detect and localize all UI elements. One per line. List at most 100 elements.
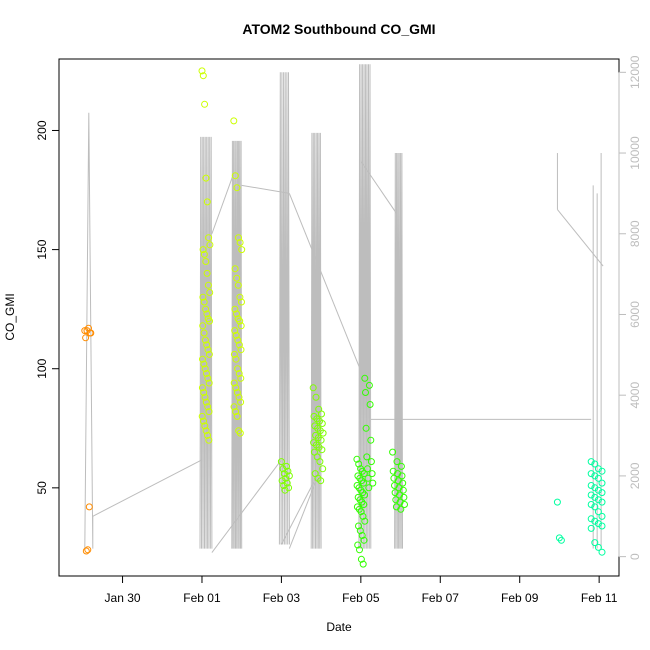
data-point [205, 408, 213, 416]
data-point [598, 467, 606, 475]
altitude-profile-4 [310, 132, 322, 549]
data-point [203, 310, 211, 318]
data-point [202, 258, 210, 265]
data-point [318, 410, 325, 418]
data-point [232, 355, 240, 363]
data-point [591, 460, 599, 468]
data-point [200, 298, 208, 306]
data-point [317, 436, 325, 444]
data-point [369, 479, 377, 487]
data-point [238, 246, 246, 254]
data-point [594, 474, 602, 482]
data-point [357, 508, 365, 516]
x-tick-label: Feb 09 [501, 591, 539, 605]
data-point [201, 422, 209, 430]
data-point [366, 401, 374, 408]
x-tick-label: Jan 30 [105, 591, 141, 605]
data-point [400, 493, 408, 501]
altitude-profile-5 [358, 64, 372, 549]
y-right-tick-label: 10000 [628, 136, 642, 170]
data-point [233, 310, 240, 318]
data-point [285, 472, 293, 480]
data-point [230, 403, 238, 411]
data-point [232, 384, 240, 392]
x-tick-label: Feb 07 [422, 591, 460, 605]
data-point [230, 379, 238, 387]
data-point [236, 317, 244, 325]
altitude-profile-2 [231, 140, 243, 549]
data-point [206, 241, 214, 249]
data-point [364, 474, 372, 482]
data-point [319, 429, 327, 437]
data-point [360, 479, 367, 487]
data-point [85, 503, 93, 511]
data-point [235, 234, 242, 242]
chart-title: ATOM2 Southbound CO_GMI [242, 21, 435, 37]
y-right-tick-label: 4000 [628, 382, 642, 409]
data-point [230, 117, 238, 125]
data-point [200, 250, 208, 258]
data-point [587, 491, 595, 499]
data-point [356, 546, 363, 554]
x-tick-label: Feb 03 [263, 591, 301, 605]
data-point [598, 489, 606, 497]
data-point [203, 370, 210, 377]
data-point [553, 498, 561, 506]
y-axis-label: CO_GMI [3, 293, 17, 340]
y-right-tick-label: 12000 [628, 55, 642, 89]
data-point [283, 479, 291, 487]
data-point [284, 467, 292, 475]
data-point [353, 455, 361, 463]
y-right-tick-label: 6000 [628, 301, 642, 328]
data-point [594, 520, 602, 528]
data-point [201, 100, 209, 108]
altitude-series [84, 64, 604, 553]
data-point [317, 477, 325, 485]
data-point [587, 482, 595, 489]
x-tick-label: Feb 01 [183, 591, 221, 605]
data-point [203, 198, 211, 206]
data-point [355, 460, 363, 468]
data-point [232, 408, 240, 416]
data-point [231, 265, 239, 273]
data-point [236, 429, 244, 437]
data-point [594, 465, 602, 473]
data-point [198, 67, 206, 75]
y-left-tick-label: 50 [35, 481, 49, 495]
data-point [282, 474, 290, 482]
data-point [397, 505, 405, 513]
data-point [203, 269, 211, 277]
data-point [354, 541, 362, 549]
data-point [205, 379, 213, 387]
data-point [401, 501, 408, 508]
data-point [201, 393, 209, 401]
data-point [82, 334, 90, 342]
data-point [231, 172, 239, 180]
data-point [233, 389, 241, 396]
data-point [364, 465, 371, 473]
data-point [319, 465, 327, 473]
data-point [360, 470, 368, 478]
data-point [234, 281, 242, 289]
data-point [202, 427, 210, 435]
altitude-connector-2 [211, 459, 282, 553]
data-point [235, 341, 243, 349]
data-point [206, 289, 214, 296]
data-point [204, 403, 212, 411]
data-point [84, 546, 92, 554]
data-point [368, 470, 376, 478]
data-point [203, 341, 211, 349]
x-axis: Jan 30 Feb 01 Feb 03 Feb 05 Feb 07 Feb 09 Feb … [105, 575, 618, 605]
data-point [362, 424, 370, 432]
data-point [82, 547, 90, 555]
data-point [357, 555, 365, 563]
data-point [591, 539, 599, 547]
data-point [200, 389, 208, 396]
data-point [365, 381, 373, 389]
data-point [355, 522, 362, 530]
data-point [318, 446, 326, 454]
data-point [233, 412, 241, 420]
altitude-connector-7 [360, 160, 398, 214]
data-point [198, 412, 206, 420]
